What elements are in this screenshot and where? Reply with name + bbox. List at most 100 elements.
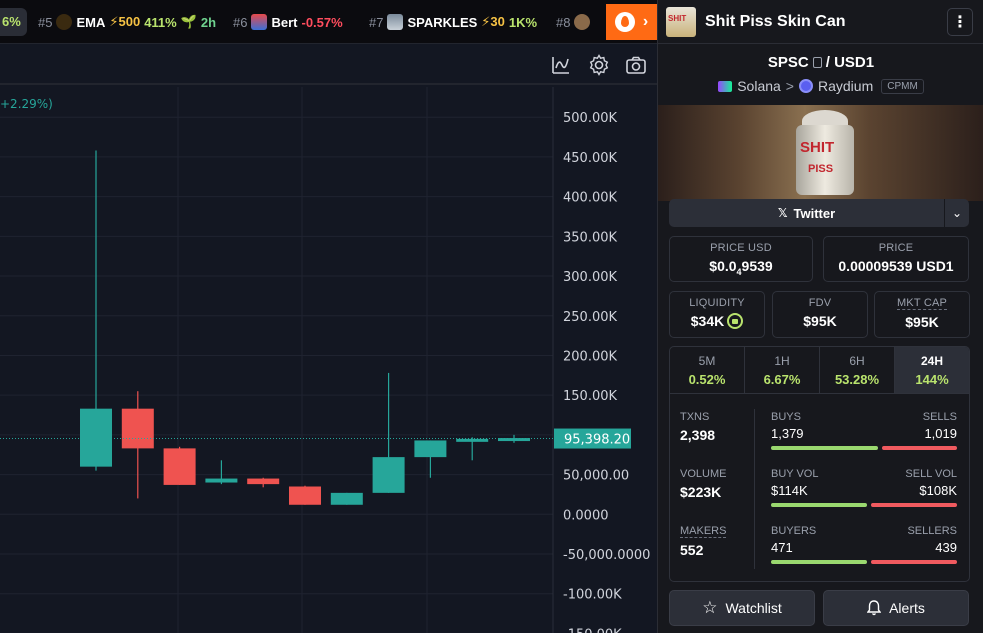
token-avatar-icon: [387, 14, 404, 30]
star-icon: ☆: [702, 598, 718, 617]
ticker-item-8[interactable]: #8: [556, 14, 591, 30]
token-avatar-icon: [574, 14, 591, 30]
sprout-icon: 🌱: [180, 14, 197, 29]
sellvol-label: SELL VOL: [905, 468, 957, 480]
chain-name[interactable]: Solana: [737, 78, 781, 94]
ticker-item-sparkles[interactable]: #7 SPARKLES ⚡30 1K%: [369, 14, 537, 30]
alerts-label: Alerts: [889, 600, 925, 616]
ticker-symbol: SPARKLES: [407, 14, 478, 30]
ticker-change: 411%: [144, 14, 177, 30]
trending-ticker-bar: 6% #5 EMA ⚡500 411% 🌱 2h #6 Bert -0.57% …: [0, 0, 657, 44]
y-tick-label: 500.00K: [563, 111, 617, 126]
buyers-sellers-stat: BUYERS SELLERS 471 439: [771, 525, 957, 564]
tab-6h[interactable]: 6H 53.28%: [820, 347, 895, 393]
watchlist-label: Watchlist: [725, 600, 782, 616]
makers-stat: MAKERS 552: [680, 525, 727, 558]
dex-name[interactable]: Raydium: [817, 78, 874, 94]
trending-toggle-button[interactable]: ›: [606, 4, 657, 40]
ticker-change: 1K%: [508, 14, 538, 30]
ticker-age: 2h: [200, 14, 217, 30]
tab-label: 1H: [774, 354, 790, 368]
quote-symbol: USD1: [834, 54, 875, 71]
volume-label: VOLUME: [680, 468, 727, 480]
candle-body: [289, 486, 321, 505]
y-tick-label: 50,000.00: [563, 469, 629, 484]
y-tick-label: -150.00K: [563, 627, 622, 633]
txns-label: TXNS: [680, 411, 710, 423]
buys-sells-ratio-bar: [771, 446, 957, 450]
sells-label: SELLS: [922, 411, 957, 423]
lock-icon[interactable]: [727, 313, 744, 329]
price-chart[interactable]: 500.00K 450.00K 400.00K 350.00K 300.00K 250.0…: [0, 87, 657, 633]
buys-value: 1,379: [771, 426, 804, 441]
makers-value: 552: [680, 542, 704, 558]
price-usd-value: $0.049539: [709, 258, 773, 277]
ticker-symbol: Bert: [271, 14, 298, 30]
chevron-down-icon[interactable]: ⌄: [944, 199, 969, 227]
pair-name: Shit Piss Skin Can: [705, 12, 846, 30]
tab-change: 6.67%: [763, 372, 801, 387]
tab-change: 53.28%: [834, 372, 880, 387]
tab-5m[interactable]: 5M 0.52%: [670, 347, 745, 393]
timeframe-stats-box: 5M 0.52% 1H 6.67% 6H 53.28% 24H 144% TXN…: [669, 346, 970, 582]
camera-icon[interactable]: [624, 53, 648, 77]
alerts-button[interactable]: Alerts: [823, 590, 969, 626]
y-tick-label: 350.00K: [563, 230, 617, 245]
ticker-change: 6%: [2, 14, 21, 29]
tab-1h[interactable]: 1H 6.67%: [745, 347, 820, 393]
ticker-item-bert[interactable]: #6 Bert -0.57%: [233, 14, 343, 30]
timeframe-tabs: 5M 0.52% 1H 6.67% 6H 53.28% 24H 144%: [670, 347, 969, 394]
ticker-rank: #7: [369, 14, 384, 30]
solana-icon: [718, 80, 733, 92]
buys-sells-stat: BUYS SELLS 1,379 1,019: [771, 411, 957, 450]
copy-icon[interactable]: [812, 57, 822, 68]
tab-24h[interactable]: 24H 144%: [895, 347, 969, 393]
x-logo-icon: 𝕏: [777, 206, 788, 220]
pool-type-badge: CPMM: [881, 78, 924, 94]
y-tick-label: 450.00K: [563, 151, 617, 166]
candlestick-chart-svg[interactable]: 500.00K 450.00K 400.00K 350.00K 300.00K 250.0…: [0, 87, 657, 633]
sellers-label: SELLERS: [907, 525, 957, 537]
y-tick-label: 250.00K: [563, 310, 617, 325]
candle-body: [205, 478, 238, 483]
ticker-item-ema[interactable]: #5 EMA ⚡500 411% 🌱 2h: [38, 14, 216, 30]
price-value: 0.00009539 USD1: [838, 258, 954, 274]
chart-toolbar: [0, 45, 657, 85]
boost-badge: ⚡500: [109, 14, 141, 29]
ticker-item-partial[interactable]: 6%: [0, 8, 27, 36]
token-thumbnail: SHIT: [666, 6, 696, 37]
watchlist-button[interactable]: ☆ Watchlist: [669, 590, 815, 626]
candle-body: [498, 438, 530, 442]
gear-icon[interactable]: [587, 53, 611, 77]
token-banner-image: SHIT PISS: [658, 105, 983, 201]
chart-legend-change: +2.29%): [0, 97, 53, 111]
ticker-symbol: EMA: [76, 14, 106, 30]
pair-symbol-line: SPSC / USD1: [658, 54, 983, 71]
buyvol-label: BUY VOL: [771, 468, 819, 480]
fdv-label: FDV: [808, 297, 832, 309]
twitter-button[interactable]: 𝕏 Twitter: [669, 199, 944, 227]
chevron-right-icon: ›: [642, 13, 649, 30]
indicator-icon[interactable]: [549, 53, 573, 77]
price-usd-label: PRICE USD: [710, 242, 772, 254]
pair-header: SHIT Shit Piss Skin Can ⋮: [658, 0, 983, 44]
y-tick-label: 300.00K: [563, 270, 617, 285]
tab-label: 6H: [849, 354, 865, 368]
sells-value: 1,019: [924, 426, 957, 441]
buyers-value: 471: [771, 540, 793, 555]
pair-separator: /: [825, 54, 830, 71]
buyvol-sellvol-stat: BUY VOL SELL VOL $114K $108K: [771, 468, 957, 507]
sellvol-value: $108K: [919, 483, 957, 498]
buyers-label: BUYERS: [771, 525, 817, 537]
token-avatar-icon: [56, 14, 73, 30]
tab-change: 0.52%: [688, 372, 726, 387]
candle-body: [121, 408, 154, 449]
banner-text: SHIT: [800, 139, 835, 156]
more-options-icon[interactable]: ⋮: [947, 8, 973, 36]
volume-stat: VOLUME $223K: [680, 468, 726, 500]
banner-can: SHIT PISS: [796, 125, 854, 195]
tab-label: 24H: [920, 354, 943, 368]
candle-body: [163, 448, 196, 485]
buys-label: BUYS: [771, 411, 801, 423]
